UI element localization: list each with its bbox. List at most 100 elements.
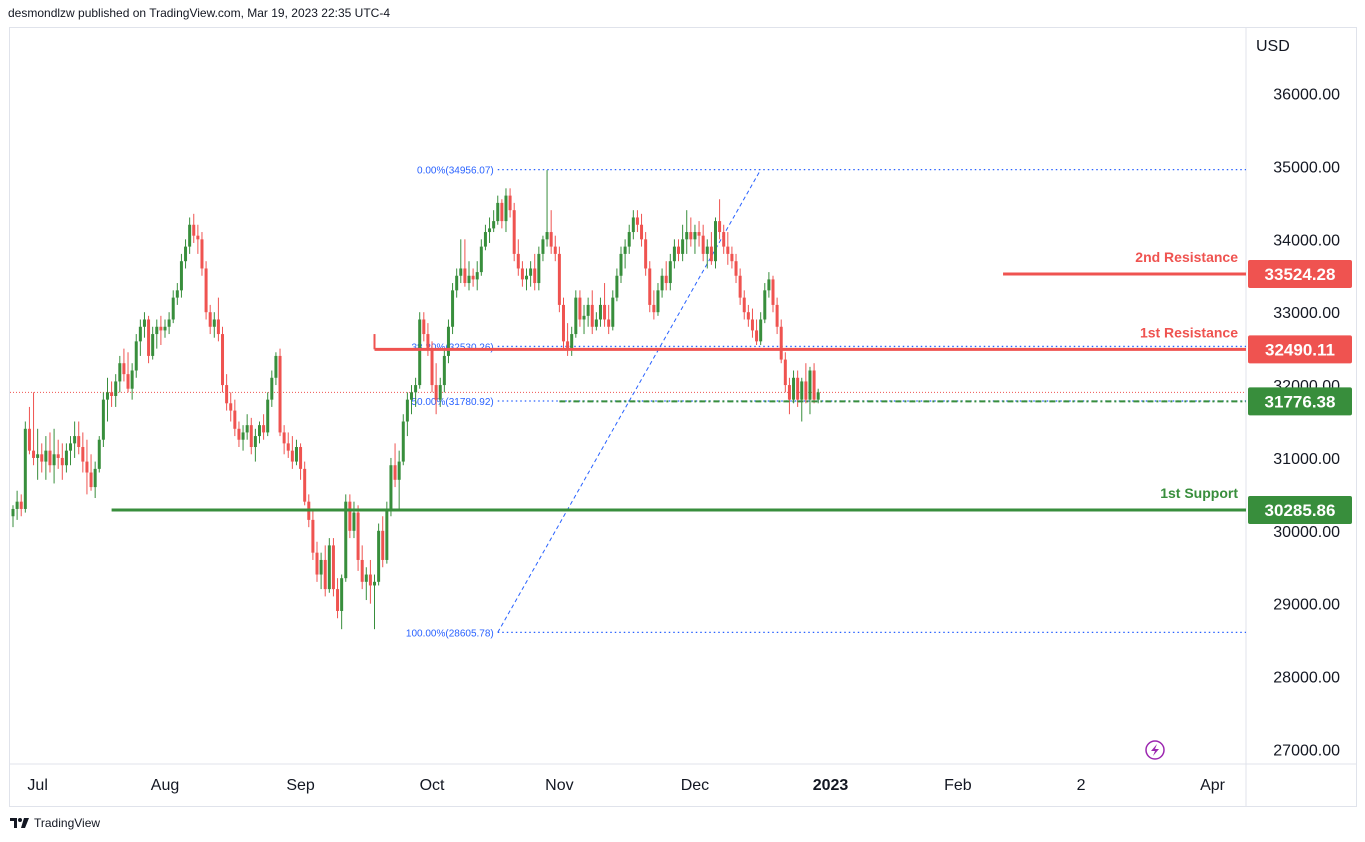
candle-body [414,385,418,393]
candle-body [430,348,434,386]
candle-body [529,268,533,276]
candle-body [253,436,257,448]
candle-body [557,253,561,305]
candle-body [23,428,27,509]
candle-body [689,232,693,240]
candle-body [368,574,372,586]
candle-body [467,275,471,284]
candle-body [738,275,742,298]
candle-body [373,581,377,586]
candle-body [19,501,23,509]
candle-body [800,381,804,400]
candle-body [755,330,759,342]
y-tick-label: 33000.00 [1273,305,1340,322]
candle-body [471,275,475,280]
candle-body [627,232,631,247]
candle-body [360,559,364,582]
candle-body [779,326,783,360]
candle-body [463,268,467,284]
candle-body [504,195,508,222]
y-axis[interactable]: USD 36000.0035000.0034000.0033000.003200… [1256,38,1340,759]
lightning-icon[interactable] [1145,740,1165,760]
candle-body [746,312,750,320]
x-tick-label: Oct [420,777,445,794]
candle-body [492,221,496,229]
candle-body [73,436,77,444]
candle-body [611,297,615,327]
candle-body [479,246,483,273]
candle-body [574,297,578,335]
candle-body [451,290,455,327]
level-name-label: 2nd Resistance [1135,249,1238,265]
candle-body [607,319,611,327]
candle-body [385,508,389,560]
candle-body [155,326,159,335]
chart-frame[interactable] [9,27,1357,807]
candle-body [635,217,639,225]
price-tag-label: 30285.86 [1265,501,1336,520]
candle-body [262,425,266,433]
level-name-label: 1st Resistance [1140,324,1238,340]
candle-body [434,385,438,400]
candle-body [60,457,64,466]
candle-body [290,450,294,462]
candle-body [537,253,541,284]
candle-body [561,304,565,342]
candle-body [64,450,68,466]
candle-body [705,246,709,254]
candle-body [438,385,442,400]
y-tick-label: 34000.00 [1273,232,1340,249]
candle-body [730,253,734,262]
candle-body [48,450,52,466]
candle-body [377,530,381,582]
candle-body [455,275,459,291]
price-tag-label: 31776.38 [1265,392,1336,411]
candle-body [582,315,586,320]
candle-body [783,359,787,386]
candle-body [681,239,685,254]
candle-body [303,468,307,502]
candle-body [763,290,767,320]
candle-body [672,246,676,262]
candle-body [422,319,426,335]
candle-body [196,235,200,240]
candle-body [553,246,557,254]
candle-body [36,454,40,458]
candle-body [742,297,746,313]
footer-brand[interactable]: TradingView [10,816,100,830]
candle-body [97,439,101,469]
candle-body [212,319,216,327]
candle-body [282,432,286,444]
y-tick-label: 28000.00 [1273,670,1340,687]
candle-body [192,224,196,236]
x-tick-label: 2 [1077,777,1086,794]
candle-body [319,559,323,575]
candle-body [270,377,274,400]
candle-body [549,232,553,247]
candle-body [175,290,179,298]
candle-body [775,304,779,327]
candle-body [114,381,118,396]
candle-body [138,326,142,342]
candle-body [566,341,570,349]
candle-body [311,519,315,553]
candle-body [685,232,689,240]
candle-body [722,232,726,247]
candle-body [677,246,681,254]
candle-body [816,392,820,400]
candle-body [364,574,368,582]
candle-body [409,392,413,400]
candle-body [644,239,648,269]
candle-body [545,232,549,240]
candle-body [713,221,717,262]
fibonacci-layer: 0.00%(34956.07)38.20%(32530.26)50.00%(31… [406,166,1246,639]
candle-body [796,377,800,400]
x-axis[interactable]: Jul Aug Sep Oct Nov Dec 2023 Feb 2 Apr [27,777,1225,794]
candle-body [274,355,278,378]
price-tag-label: 33524.28 [1265,265,1336,284]
candle-body [594,319,598,327]
candle-body [331,545,335,590]
y-tick-label: 36000.00 [1273,87,1340,104]
candle-body [204,268,208,313]
